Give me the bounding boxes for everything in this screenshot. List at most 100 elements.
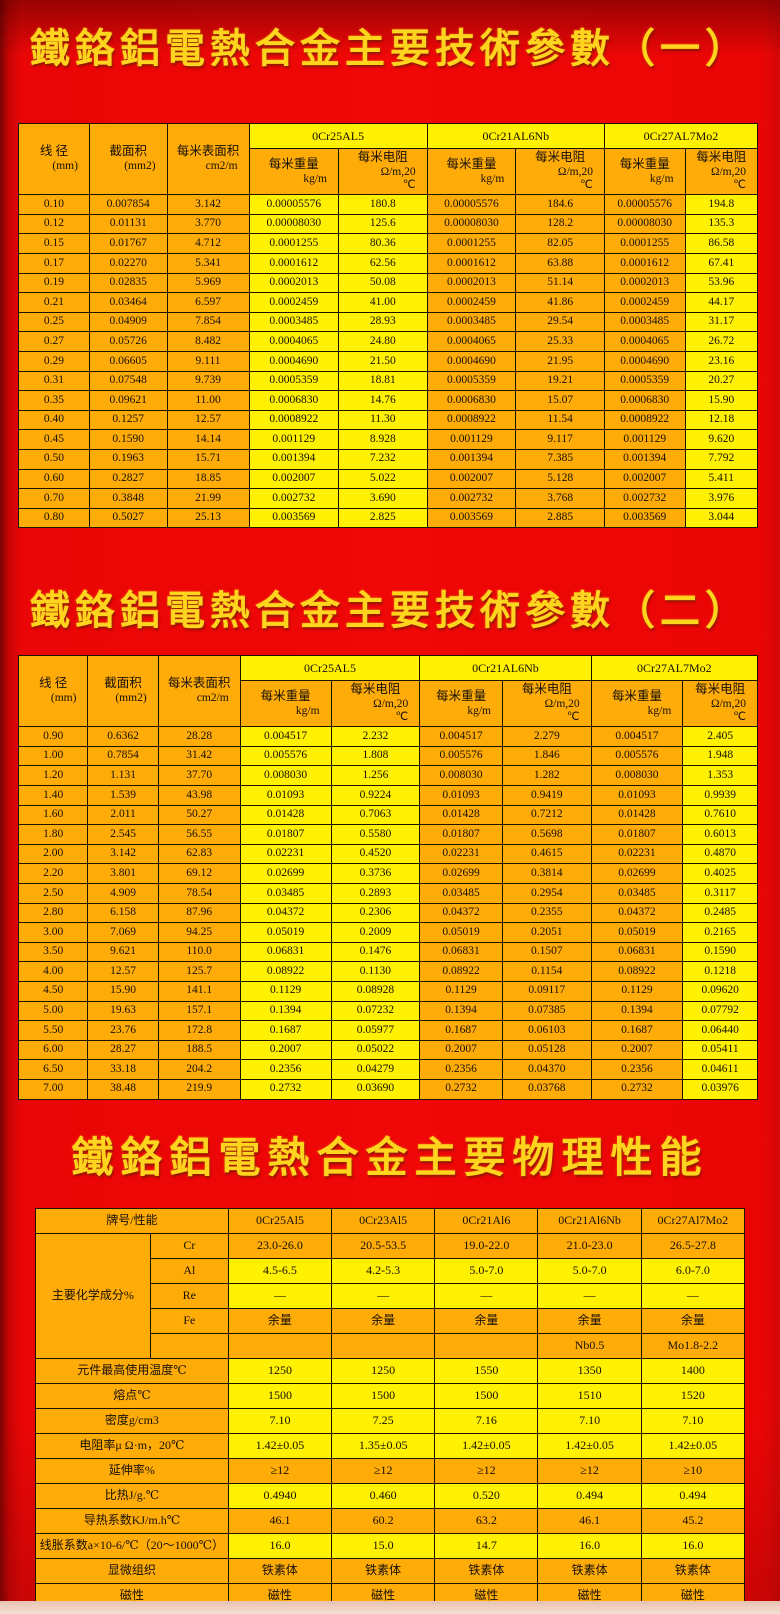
table-cell: 0.00005576 xyxy=(248,194,339,215)
table-cell: 41.00 xyxy=(337,292,428,313)
table-cell: 0.03976 xyxy=(682,1078,758,1100)
table-cell: 0.08922 xyxy=(419,961,503,982)
table-cell: 110.0 xyxy=(157,941,241,963)
table-cell: 0.01093 xyxy=(419,785,503,806)
table-cell: 128.2 xyxy=(515,213,605,235)
table-cell: 9.111 xyxy=(166,350,250,372)
table-row: 0.15 0.01767 4.712 0.0001255 80.36 0.0001255 8… xyxy=(18,233,759,254)
table-row: 3.00 7.069 94.25 0.05019 0.2009 0.05019 0.2051… xyxy=(17,922,758,943)
table-cell: 1.60 xyxy=(17,804,89,826)
table-cell: 0.0008922 xyxy=(426,409,517,431)
table-cell: 0.0006830 xyxy=(426,390,517,411)
table-row: 1.20 1.131 37.70 0.008030 1.256 0.008030 1.282… xyxy=(17,765,758,786)
chem-element-label: Al xyxy=(149,1258,229,1284)
property-label: 熔点℃ xyxy=(35,1383,229,1409)
table-cell: 14.7 xyxy=(434,1533,539,1559)
page-title-physical: 鐵鉻鋁電熱合金主要物理性能 xyxy=(71,1133,709,1182)
table-cell: 53.96 xyxy=(684,272,759,294)
table-cell: 24.80 xyxy=(337,331,428,352)
table-cell: 204.2 xyxy=(157,1059,241,1080)
table-cell: 21.50 xyxy=(337,350,428,372)
table-cell: 0.00008030 xyxy=(426,213,517,235)
table-cell: 0.03464 xyxy=(88,292,168,313)
table-row: 2.80 6.158 87.96 0.04372 0.2306 0.04372 0.2355… xyxy=(17,902,758,924)
table-cell: 219.9 xyxy=(157,1078,241,1100)
table-cell: 0.001394 xyxy=(248,448,339,470)
table-row: 0.29 0.06605 9.111 0.0004690 21.50 0.0004690 2… xyxy=(18,350,759,372)
table-row: 0.60 0.2827 18.85 0.002007 5.022 0.002007 5.12… xyxy=(18,468,759,490)
table-cell: 0.001394 xyxy=(426,448,517,470)
table-cell: 0.80 xyxy=(18,507,90,529)
technical-params-table-1: 线 径 (mm) 截面积 (mm2) 每米表面积 cm2/m 0Cr25AL5 0Cr21AL… xyxy=(18,122,759,529)
column-header-cell: 截面积 (mm2) xyxy=(88,122,168,196)
table-cell: 铁素体 xyxy=(537,1558,642,1584)
table-cell: 0.0002013 xyxy=(248,272,339,294)
table-cell: 87.96 xyxy=(157,902,241,924)
table-cell: 67.41 xyxy=(684,253,759,274)
table-cell: ≥12 xyxy=(537,1458,642,1484)
grade-header-cell: 0Cr27Al7Mo2 xyxy=(640,1208,746,1234)
table-cell: 0.02231 xyxy=(590,843,684,865)
table-cell: 0.494 xyxy=(537,1483,642,1509)
physical-properties-table: 牌号/性能 0Cr25Al5 0Cr23Al5 0Cr21Al6 0Cr21Al6Nb 0… xyxy=(35,1208,746,1609)
table-cell: 0.2007 xyxy=(239,1039,332,1061)
table-row: 0.40 0.1257 12.57 0.0008922 11.30 0.0008922 11… xyxy=(18,409,759,431)
table-cell: 0.02270 xyxy=(88,253,168,274)
table-cell: 0.003569 xyxy=(248,507,339,529)
table-cell: 0.1154 xyxy=(502,961,592,982)
table-cell: 2.50 xyxy=(17,882,89,904)
table-cell: 1.42±0.05 xyxy=(227,1433,333,1459)
column-header-cell: 截面积 (mm2) xyxy=(87,654,159,728)
table-cell: 5.00 xyxy=(17,1000,89,1022)
table-1-header: 线 径 (mm) 截面积 (mm2) 每米表面积 cm2/m 0Cr25AL5 0Cr21AL… xyxy=(18,122,759,196)
table-cell xyxy=(434,1333,539,1359)
table-cell: 86.58 xyxy=(684,233,759,254)
table-cell: 0.0006830 xyxy=(248,390,339,411)
table-cell: 0.1687 xyxy=(590,1020,684,1041)
table-cell: — xyxy=(640,1283,746,1309)
table-cell: 0.0002459 xyxy=(603,292,686,313)
table-cell: 3.50 xyxy=(17,941,89,963)
table-row: 0.80 0.5027 25.13 0.003569 2.825 0.003569 2.88… xyxy=(18,507,759,529)
chem-row: 主要化学成分% Cr 23.0-26.0 20.5-53.5 19.0-22.0 21.0… xyxy=(35,1233,746,1359)
grade-header-cell: 0Cr21Al6Nb xyxy=(537,1208,642,1234)
table-cell: 2.232 xyxy=(330,726,421,747)
chem-row: Nb0.5 Mo1.8-2.2 xyxy=(36,1333,746,1359)
table-cell: 0.02835 xyxy=(88,272,168,294)
table-cell: 2.545 xyxy=(87,824,159,845)
table-cell: 1.353 xyxy=(682,765,758,786)
table-cell: 0.0008922 xyxy=(603,409,686,431)
table-cell: 12.57 xyxy=(166,409,250,431)
table-cell: 7.232 xyxy=(337,448,428,470)
table-cell: 5.411 xyxy=(684,468,759,490)
table-cell: 0.002007 xyxy=(426,468,517,490)
property-row: 导热系数KJ/m.h℃ 46.1 60.2 63.2 46.1 45.2 xyxy=(35,1508,746,1534)
table-cell: 14.76 xyxy=(337,390,428,411)
column-header-cell: 线 径 (mm) xyxy=(17,654,89,728)
table-cell: 3.768 xyxy=(515,488,605,509)
weight-header-cell: 每米重量 kg/m xyxy=(426,147,517,196)
table-cell: 0.1130 xyxy=(330,961,421,982)
table-cell: 125.6 xyxy=(337,213,428,235)
property-row: 比热J/g.℃ 0.4940 0.460 0.520 0.494 0.494 xyxy=(35,1483,746,1509)
table-cell: 0.05128 xyxy=(502,1039,592,1061)
grade-header-cell: 0Cr21Al6 xyxy=(434,1208,539,1234)
technical-params-table-2: 线 径 (mm) 截面积 (mm2) 每米表面积 cm2/m 0Cr25AL5 0Cr21AL… xyxy=(17,654,759,1100)
table-cell: 16.0 xyxy=(537,1533,642,1559)
slide-bottom-edge xyxy=(0,1601,780,1614)
table-cell: 11.54 xyxy=(515,409,605,431)
table-cell: 6.00 xyxy=(17,1039,89,1061)
weight-header-cell: 每米重量 kg/m xyxy=(239,679,332,728)
table-cell: 1250 xyxy=(227,1358,333,1384)
table-cell: 铁素体 xyxy=(227,1558,333,1584)
table-cell: 3.044 xyxy=(684,507,759,529)
page-title-params-2: 鐵鉻鋁電熱合金主要技術參數（二） xyxy=(30,588,750,634)
table-cell: 0.005576 xyxy=(419,745,503,767)
header-row: 线 径 (mm) 截面积 (mm2) 每米表面积 cm2/m 0Cr25AL5 0Cr21AL… xyxy=(17,654,759,728)
table-cell: 0.02699 xyxy=(239,863,332,884)
table-row: 0.90 0.6362 28.28 0.004517 2.232 0.004517 2.27… xyxy=(17,726,758,747)
table-cell: 56.55 xyxy=(157,824,241,845)
table-row: 2.00 3.142 62.83 0.02231 0.4520 0.02231 0.4615… xyxy=(17,843,758,865)
table-cell: 0.0004690 xyxy=(603,350,686,372)
table-cell: 16.0 xyxy=(640,1533,746,1559)
